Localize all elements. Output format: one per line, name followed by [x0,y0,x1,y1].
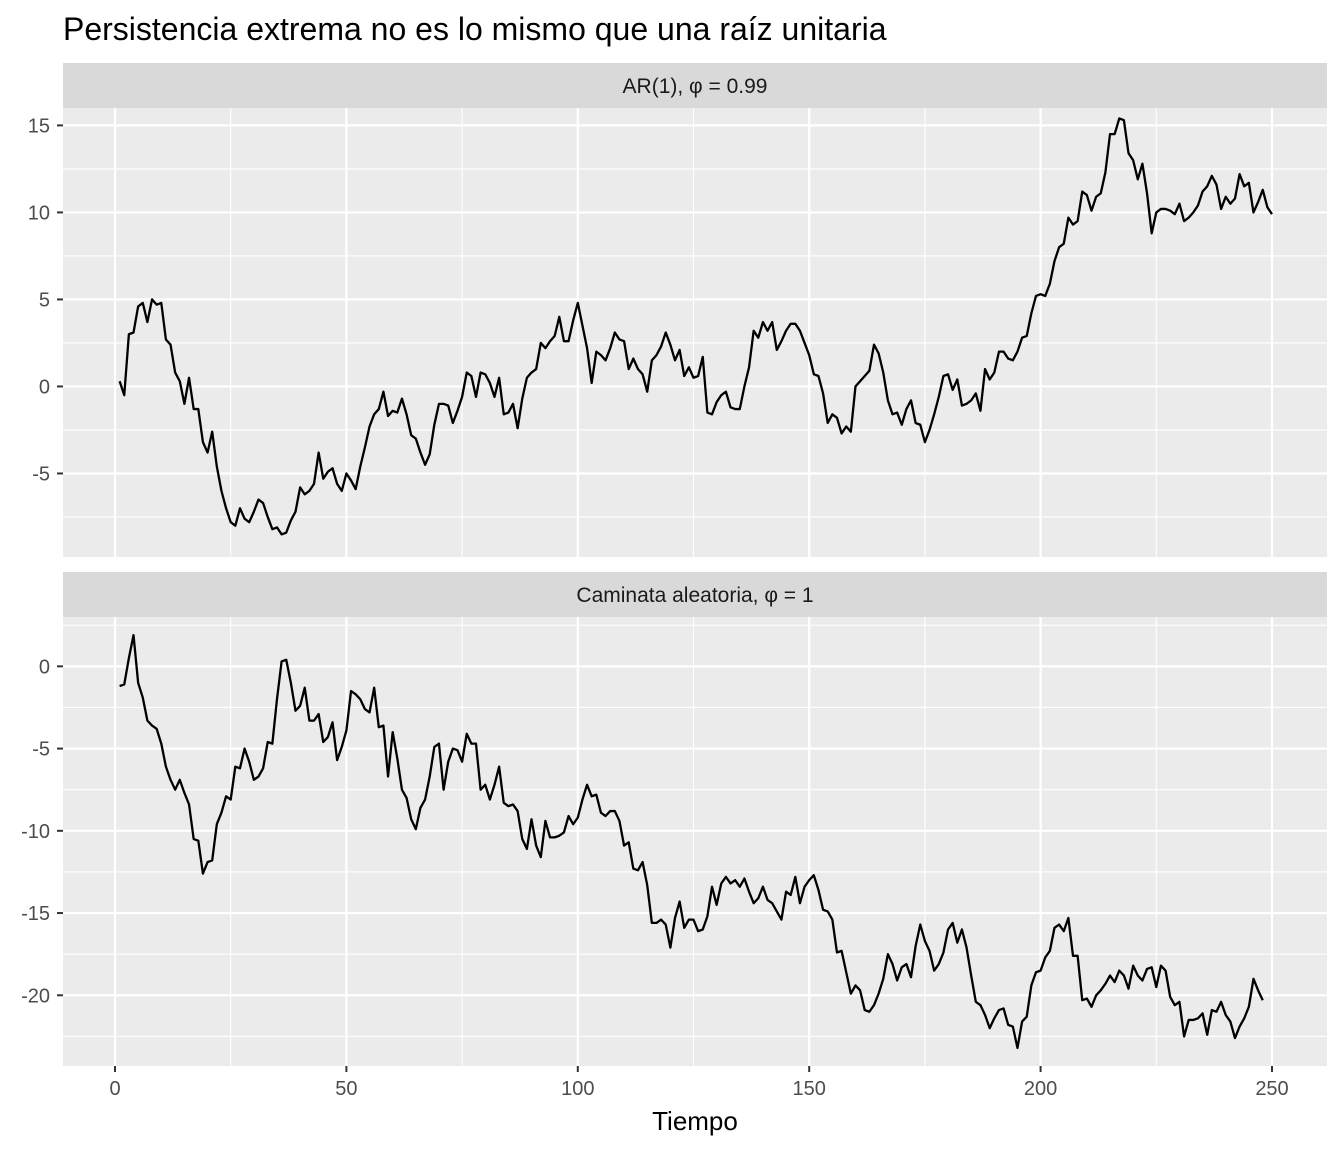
y-tick-label: 0 [39,656,50,678]
facet-strip [63,63,1327,108]
y-tick-label: -5 [32,739,50,761]
chart-title: Persistencia extrema no es lo mismo que … [63,11,887,47]
facet-strip [63,572,1327,617]
y-tick-label: -10 [21,821,50,843]
facet-panel: AR(1), φ = 0.99 15 10 5 0 -5 [28,63,1327,557]
x-axis: 0 50 100 150 200 250 [109,1066,1289,1100]
y-tick-label: 5 [39,289,50,311]
y-tick-label: 15 [28,115,50,137]
x-tick-label: 0 [109,1078,120,1100]
series-line [119,633,1264,1050]
y-tick-label: 0 [39,376,50,398]
y-tick-label: -20 [21,985,50,1007]
facet-panel: Caminata aleatoria, φ = 1 0 -5 -10 -15 -20 [21,572,1327,1066]
x-tick-label: 50 [335,1078,357,1100]
y-tick-label: 10 [28,202,50,224]
facet-strip-label: AR(1), φ = 0.99 [623,75,768,98]
x-tick-label: 150 [793,1078,826,1100]
x-axis-title: Tiempo [652,1106,738,1136]
x-tick-label: 200 [1024,1078,1057,1100]
x-tick-label: 250 [1255,1078,1288,1100]
x-tick-label: 100 [561,1078,594,1100]
facet-strip-label: Caminata aleatoria, φ = 1 [576,584,813,607]
y-tick-label: -5 [32,463,50,485]
panel-background [63,108,1327,557]
panel-background [63,617,1327,1066]
series-line [118,117,1273,536]
y-tick-label: -15 [21,903,50,925]
